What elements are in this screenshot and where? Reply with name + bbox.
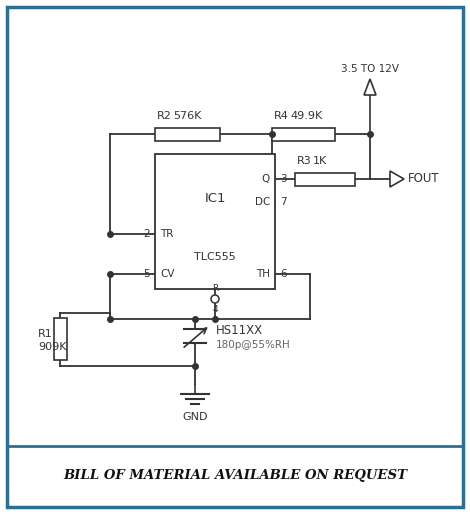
Text: IC1: IC1 xyxy=(204,193,226,206)
Text: R2: R2 xyxy=(157,111,172,121)
Text: HS11XX: HS11XX xyxy=(216,324,263,338)
Text: R: R xyxy=(212,284,218,293)
Text: 49.9K: 49.9K xyxy=(290,111,322,121)
Text: GND: GND xyxy=(182,412,208,422)
Text: 180p@55%RH: 180p@55%RH xyxy=(216,340,291,350)
Polygon shape xyxy=(364,79,376,95)
Polygon shape xyxy=(390,171,404,187)
Text: TLC555: TLC555 xyxy=(194,252,236,262)
Bar xyxy=(272,127,335,140)
Text: FOUT: FOUT xyxy=(408,173,439,186)
Text: DC: DC xyxy=(255,197,270,207)
Text: 1K: 1K xyxy=(313,156,327,166)
Text: 3: 3 xyxy=(280,174,287,184)
Text: R1: R1 xyxy=(38,329,53,339)
Text: 4: 4 xyxy=(212,305,218,314)
Text: 7: 7 xyxy=(280,197,287,207)
Text: 5: 5 xyxy=(143,269,150,279)
Text: CV: CV xyxy=(160,269,174,279)
Bar xyxy=(295,173,355,186)
Text: R4: R4 xyxy=(274,111,289,121)
Text: BILL OF MATERIAL AVAILABLE ON REQUEST: BILL OF MATERIAL AVAILABLE ON REQUEST xyxy=(63,469,407,483)
Bar xyxy=(155,127,220,140)
Bar xyxy=(54,318,66,360)
Text: TR: TR xyxy=(160,229,173,239)
Text: Q: Q xyxy=(262,174,270,184)
Text: TH: TH xyxy=(256,269,270,279)
Text: 6: 6 xyxy=(280,269,287,279)
Text: 3.5 TO 12V: 3.5 TO 12V xyxy=(341,64,399,74)
Bar xyxy=(155,154,275,289)
Text: 576K: 576K xyxy=(173,111,201,121)
Circle shape xyxy=(211,295,219,303)
Text: 2: 2 xyxy=(143,229,150,239)
Text: R3: R3 xyxy=(297,156,312,166)
Text: 909K: 909K xyxy=(38,342,66,352)
